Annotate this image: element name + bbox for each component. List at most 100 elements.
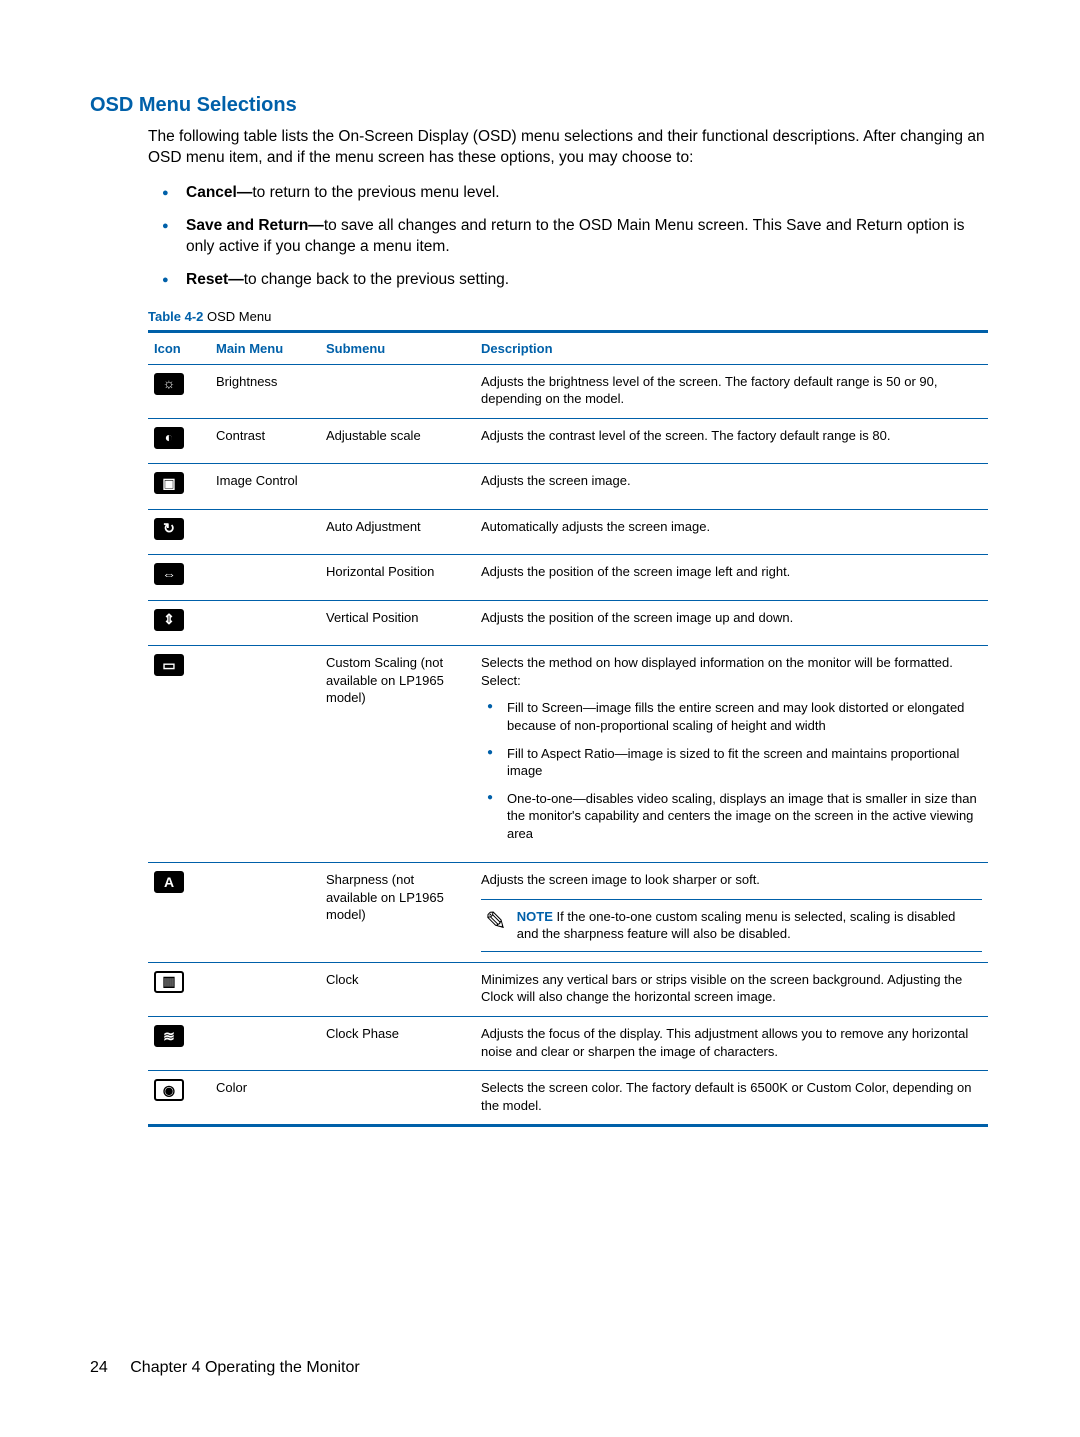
desc-text: Adjusts the focus of the display. This a… [481, 1025, 982, 1060]
option-item: Save and Return—to save all changes and … [148, 216, 990, 258]
cell-submenu [320, 464, 475, 510]
desc-text: Selects the method on how displayed info… [481, 654, 982, 689]
desc-text: Automatically adjusts the screen image. [481, 518, 982, 536]
cell-icon [148, 600, 210, 646]
cell-main-menu: Color [210, 1071, 320, 1126]
cell-submenu: Adjustable scale [320, 418, 475, 464]
cell-main-menu [210, 962, 320, 1016]
cell-submenu: Auto Adjustment [320, 509, 475, 555]
cell-description: Adjusts the screen image to look sharper… [475, 863, 988, 963]
desc-sublist-item: Fill to Screen—image fills the entire sc… [481, 699, 982, 734]
clock-icon [154, 971, 184, 993]
desc-text: Selects the screen color. The factory de… [481, 1079, 982, 1114]
cell-main-menu: Contrast [210, 418, 320, 464]
h-position-icon [154, 563, 184, 585]
cell-submenu [320, 1071, 475, 1126]
section-title: OSD Menu Selections [90, 94, 990, 117]
desc-text: Adjusts the brightness level of the scre… [481, 373, 982, 408]
v-position-icon [154, 609, 184, 631]
cell-main-menu [210, 1017, 320, 1071]
cell-icon [148, 555, 210, 601]
cell-main-menu [210, 863, 320, 963]
desc-sublist: Fill to Screen—image fills the entire sc… [481, 699, 982, 842]
page-footer: 24 Chapter 4 Operating the Monitor [90, 1359, 360, 1377]
page-number: 24 [90, 1359, 108, 1376]
cell-main-menu: Image Control [210, 464, 320, 510]
cell-icon [148, 962, 210, 1016]
col-header-icon: Icon [148, 331, 210, 364]
table-row: Horizontal Position Adjusts the position … [148, 555, 988, 601]
color-icon [154, 1079, 184, 1101]
table-row: Auto Adjustment Automatically adjusts the… [148, 509, 988, 555]
cell-submenu: Clock [320, 962, 475, 1016]
note-label: NOTE [517, 909, 553, 924]
option-item: Cancel—to return to the previous menu le… [148, 183, 990, 204]
option-text: to return to the previous menu level. [252, 184, 499, 201]
cell-submenu [320, 364, 475, 418]
col-header-sub: Submenu [320, 331, 475, 364]
cell-icon [148, 418, 210, 464]
table-row: Color Selects the screen color. The facto… [148, 1071, 988, 1126]
option-term: Cancel— [186, 184, 252, 201]
clock-phase-icon [154, 1025, 184, 1047]
brightness-icon [154, 373, 184, 395]
cell-main-menu [210, 555, 320, 601]
cell-submenu: Horizontal Position [320, 555, 475, 601]
desc-text: Adjusts the screen image to look sharper… [481, 871, 982, 889]
note-icon: ✎ [485, 908, 507, 934]
table-row: Clock PhaseAdjusts the focus of the disp… [148, 1017, 988, 1071]
table-row: Image Control Adjusts the screen image. [148, 464, 988, 510]
cell-icon [148, 863, 210, 963]
cell-description: Adjusts the brightness level of the scre… [475, 364, 988, 418]
cell-main-menu [210, 646, 320, 863]
cell-icon [148, 646, 210, 863]
cell-submenu: Custom Scaling (not available on LP1965 … [320, 646, 475, 863]
custom-scaling-icon [154, 654, 184, 676]
cell-submenu: Clock Phase [320, 1017, 475, 1071]
cell-icon [148, 364, 210, 418]
cell-description: Adjusts the position of the screen image… [475, 600, 988, 646]
option-list: Cancel—to return to the previous menu le… [148, 183, 990, 291]
cell-main-menu [210, 600, 320, 646]
cell-description: Adjusts the screen image. [475, 464, 988, 510]
table-row: ContrastAdjustable scale Adjusts the cont… [148, 418, 988, 464]
table-row: Sharpness (not available on LP1965 model… [148, 863, 988, 963]
option-term: Save and Return— [186, 217, 324, 234]
cell-submenu: Sharpness (not available on LP1965 model… [320, 863, 475, 963]
cell-description: Automatically adjusts the screen image. [475, 509, 988, 555]
page: OSD Menu Selections The following table … [0, 0, 1080, 1437]
cell-icon [148, 464, 210, 510]
table-row: Custom Scaling (not available on LP1965 … [148, 646, 988, 863]
option-term: Reset— [186, 271, 244, 288]
cell-description: Selects the screen color. The factory de… [475, 1071, 988, 1126]
table-header-row: Icon Main Menu Submenu Description [148, 331, 988, 364]
chapter-title: Chapter 4 Operating the Monitor [130, 1359, 359, 1376]
table-row: ClockMinimizes any vertical bars or stri… [148, 962, 988, 1016]
desc-sublist-item: Fill to Aspect Ratio—image is sized to f… [481, 745, 982, 780]
col-header-main: Main Menu [210, 331, 320, 364]
cell-icon [148, 509, 210, 555]
desc-text: Adjusts the position of the screen image… [481, 563, 982, 581]
contrast-icon [154, 427, 184, 449]
option-item: Reset—to change back to the previous set… [148, 270, 990, 291]
cell-description: Adjusts the contrast level of the screen… [475, 418, 988, 464]
cell-submenu: Vertical Position [320, 600, 475, 646]
cell-description: Selects the method on how displayed info… [475, 646, 988, 863]
cell-main-menu: Brightness [210, 364, 320, 418]
desc-text: Adjusts the contrast level of the screen… [481, 427, 982, 445]
col-header-desc: Description [475, 331, 988, 364]
sharpness-icon [154, 871, 184, 893]
note-text: NOTE If the one-to-one custom scaling me… [517, 908, 978, 943]
table-caption-text: OSD Menu [203, 309, 271, 324]
auto-adjust-icon [154, 518, 184, 540]
osd-table: Icon Main Menu Submenu Description Brigh… [148, 330, 988, 1128]
option-text: to change back to the previous setting. [244, 271, 509, 288]
cell-description: Adjusts the focus of the display. This a… [475, 1017, 988, 1071]
cell-icon [148, 1071, 210, 1126]
cell-icon [148, 1017, 210, 1071]
cell-main-menu [210, 509, 320, 555]
image-control-icon [154, 472, 184, 494]
table-row: Brightness Adjusts the brightness level o… [148, 364, 988, 418]
cell-description: Minimizes any vertical bars or strips vi… [475, 962, 988, 1016]
desc-text: Adjusts the position of the screen image… [481, 609, 982, 627]
